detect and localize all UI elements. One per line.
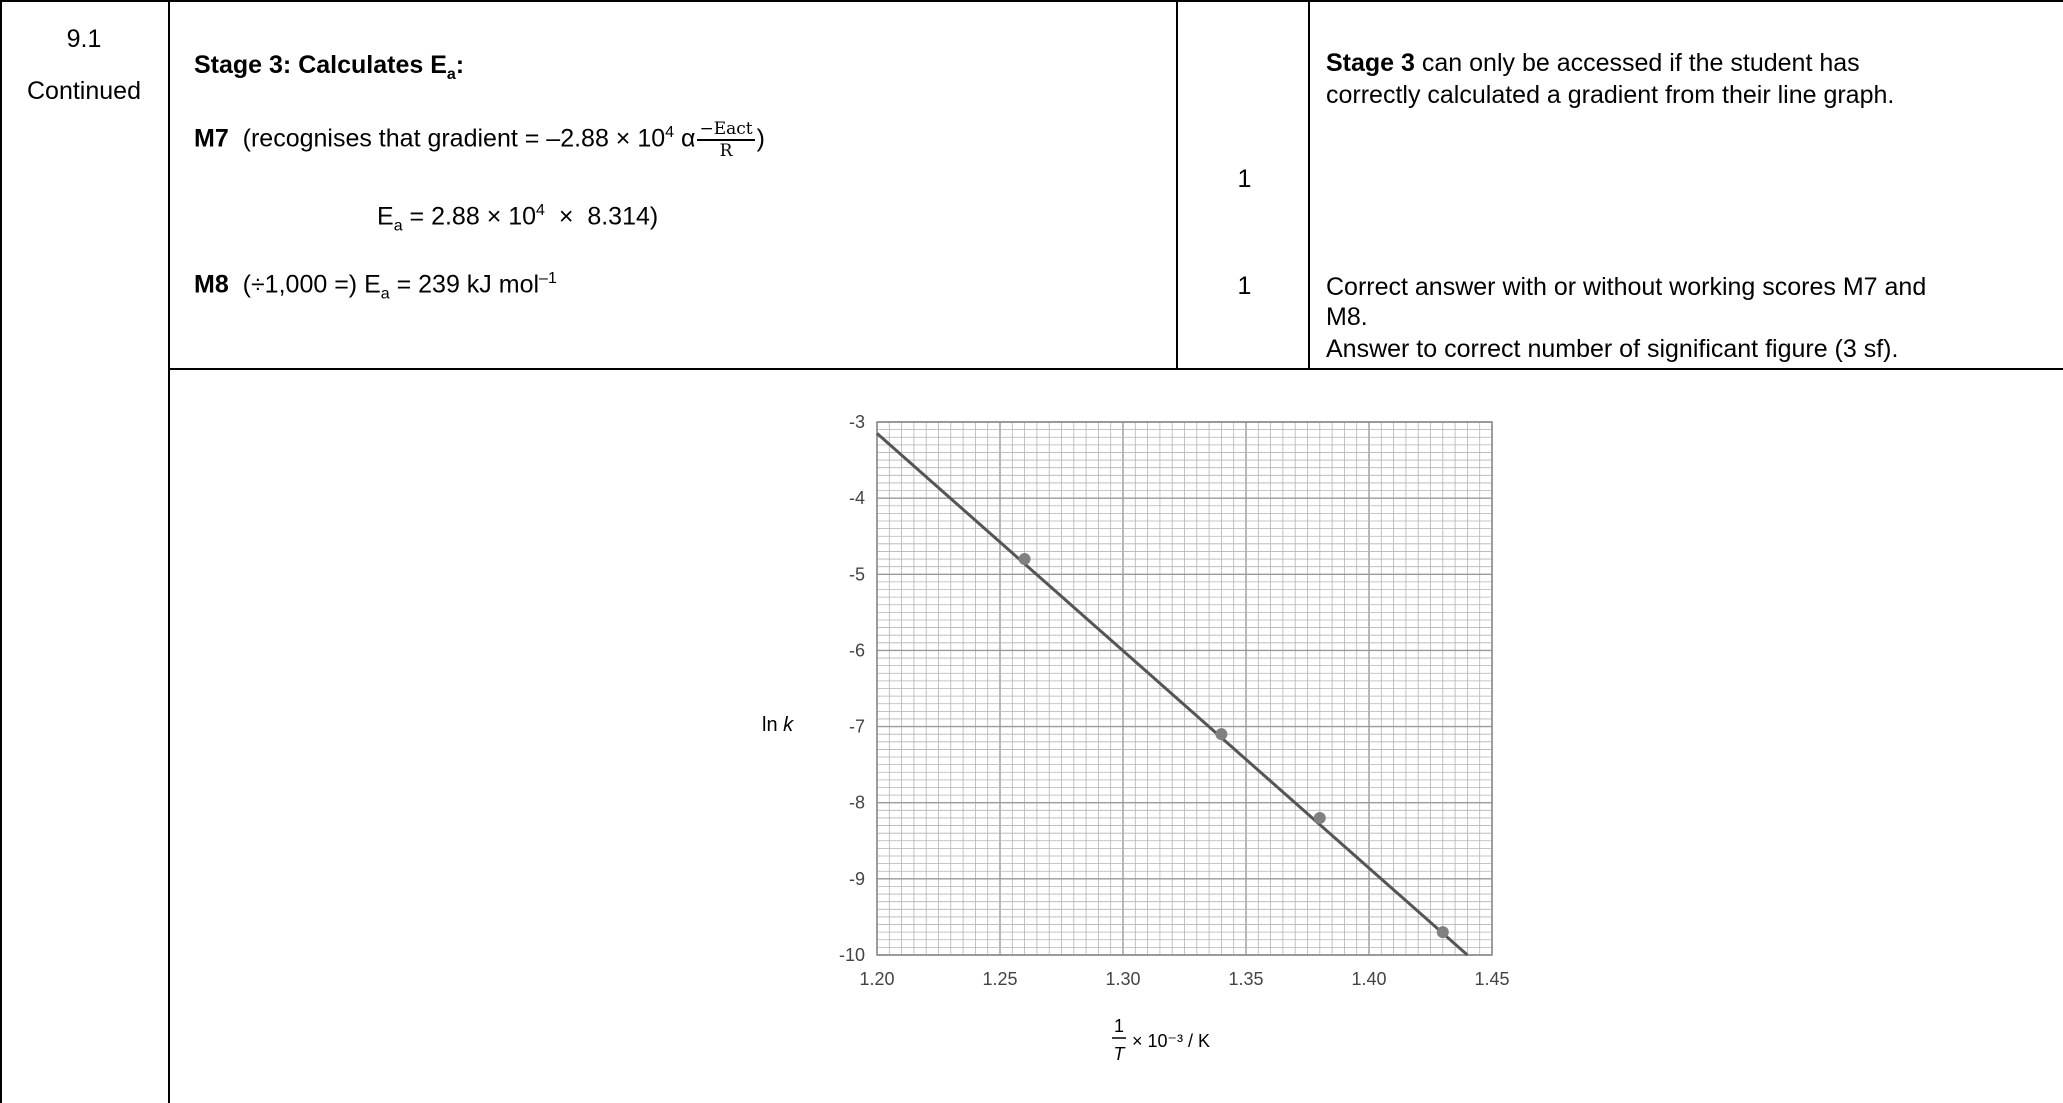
guidance-stage-bold: Stage 3 [1326,49,1415,77]
m7-exp: 4 [665,124,674,141]
m8-exp: –1 [539,270,557,287]
data-point [1437,926,1449,938]
y-tick-label: -9 [849,869,865,889]
question-number: 9.1 [3,22,165,56]
ea-sub: a [394,217,403,234]
ea-line: Ea = 2.88 × 104 × 8.314) [377,196,658,241]
x-axis-label: 1 T × 10⁻³ / K [1112,1016,1210,1064]
y-tick-label: -3 [849,412,865,432]
m7-close: ) [757,124,765,152]
y-tick-label: -8 [849,793,865,813]
y-tick-label: -6 [849,640,865,660]
x-tick-label: 1.40 [1351,969,1386,989]
x-tick-label: 1.25 [982,969,1017,989]
ea-rest: × 8.314) [545,202,658,230]
x-tick-label: 1.20 [859,969,894,989]
m7-alpha: α [681,124,695,152]
question-continued: Continued [3,74,165,108]
guidance-line-1: Stage 3 can only be accessed if the stud… [1326,48,1860,78]
y-tick-label: -4 [849,488,865,508]
y-tick-label: -10 [839,945,865,965]
best-fit-line [877,433,1467,955]
m7-mark: 1 [1178,165,1311,194]
y-axis-label-italic: k [783,714,794,736]
m8-label: M8 [194,270,229,298]
m8-mark: 1 [1178,272,1311,301]
m7-fraction: −Eact R [697,119,754,161]
guidance-correct-3: Answer to correct number of significant … [1326,334,1898,364]
ea-exp: 4 [536,202,545,219]
m7-text: (recognises that gradient = –2.88 × 10 [243,124,666,152]
stage-heading-colon: : [456,51,464,79]
table-border-row [168,368,2063,370]
stage-heading: Stage 3: Calculates Ea: [194,50,464,90]
ea-text: = 2.88 × 10 [403,202,536,230]
guidance-line-1-rest: can only be accessed if the student has [1415,49,1860,77]
m7-line: M7 (recognises that gradient = –2.88 × 1… [194,118,765,161]
data-point [1314,812,1326,824]
chart-series [877,433,1467,955]
data-point [1215,728,1227,740]
y-axis-label-text: ln [762,714,778,736]
guidance-correct-1: Correct answer with or without working s… [1326,272,1926,302]
m7-frac-num: −Eact [697,119,754,141]
x-tick-label: 1.45 [1474,969,1509,989]
stage-heading-text: Stage 3: Calculates E [194,51,447,79]
m8-text2: = 239 kJ mol [390,270,539,298]
m8-line: M8 (÷1,000 =) Ea = 239 kJ mol–1 [194,264,557,309]
ea-symbol: E [377,202,394,230]
m7-frac-den: R [697,141,754,161]
guidance-line-2: correctly calculated a gradient from the… [1326,80,1894,110]
x-axis-label-den: T [1114,1044,1127,1064]
table-border-left [0,0,2,1103]
data-point [1019,553,1031,565]
plot-frame [877,422,1492,955]
x-axis-label-rest: × 10⁻³ / K [1132,1031,1210,1051]
chart-grid [877,422,1492,955]
m8-text1: (÷1,000 =) E [243,270,381,298]
x-tick-label: 1.30 [1105,969,1140,989]
x-axis-label-num: 1 [1114,1016,1124,1036]
table-border-qcol [168,0,170,1103]
stage-heading-sub: a [447,66,456,83]
y-tick-label: -7 [849,717,865,737]
table-border-top [0,0,2063,2]
chart-tick-labels: 1.20 1.25 1.30 1.35 1.40 1.45 -3 -4 -5 -6 -7 -8 -9 -1… [839,412,1510,989]
m7-label: M7 [194,124,229,152]
m8-sub: a [381,285,390,302]
guidance-correct-2: M8. [1326,302,1368,332]
y-tick-label: -5 [849,564,865,584]
x-tick-label: 1.35 [1228,969,1263,989]
y-axis-label: ln k [762,714,794,736]
